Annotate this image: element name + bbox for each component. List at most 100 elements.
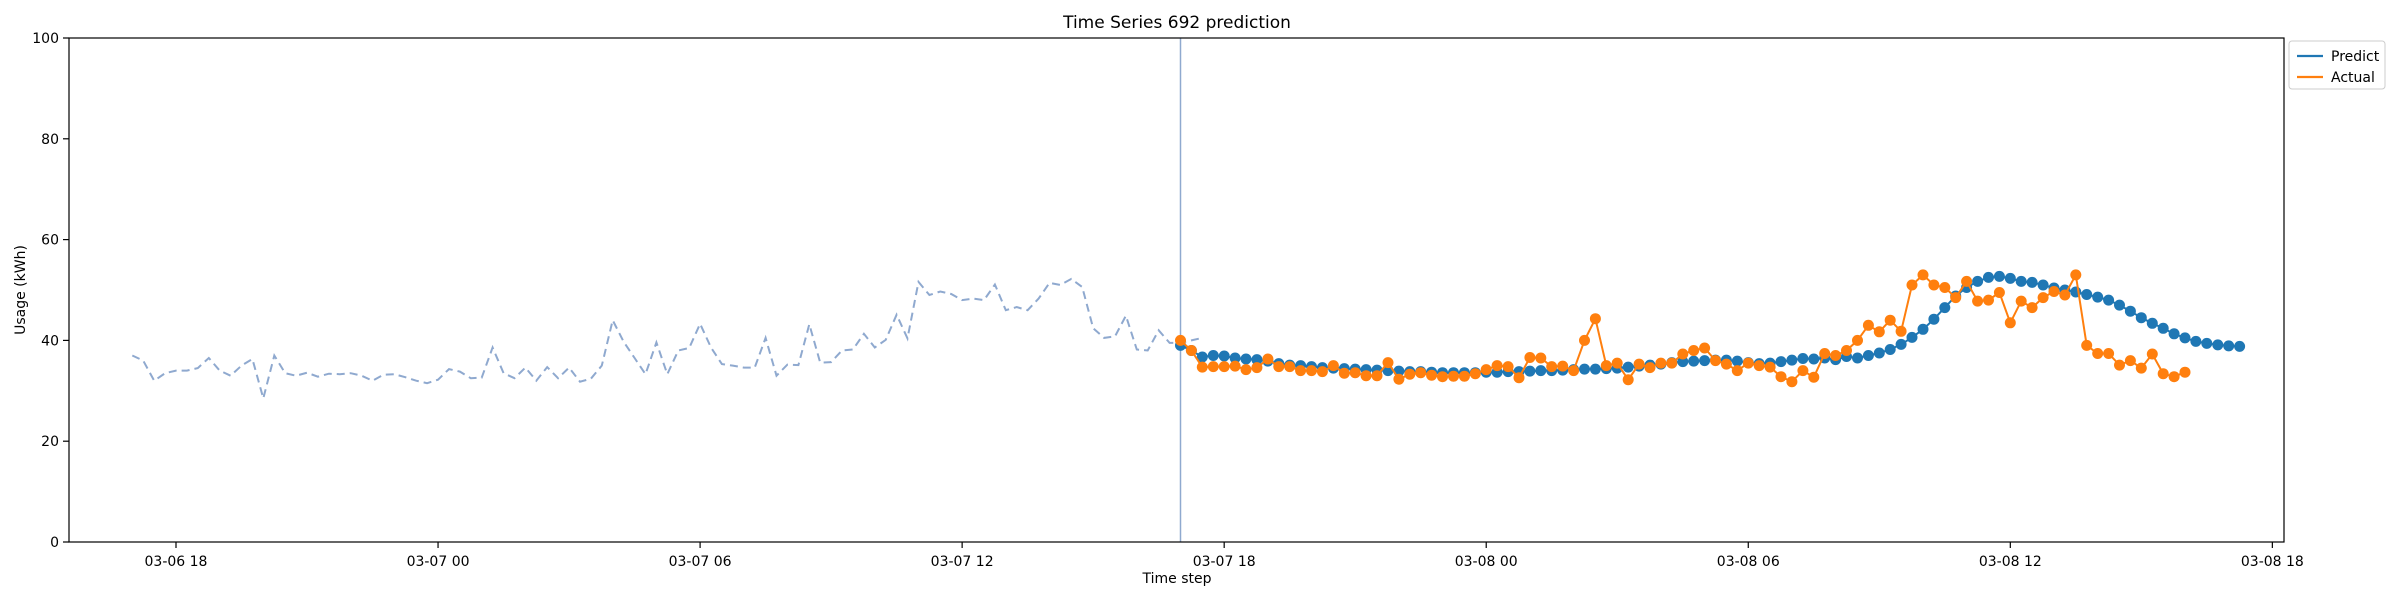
predict-point xyxy=(2114,299,2125,311)
plot-frame xyxy=(68,37,2285,543)
predict-point xyxy=(1229,352,1241,364)
predict-point xyxy=(1677,356,1689,368)
actual-point xyxy=(2026,302,2038,314)
predict-point xyxy=(1524,365,1536,377)
actual-point xyxy=(1349,367,1361,379)
predict-point xyxy=(1699,355,1711,367)
actual-point xyxy=(1513,372,1525,384)
predict-point xyxy=(1251,354,1263,366)
actual-point xyxy=(1775,371,1787,383)
predict-point xyxy=(1972,275,1984,287)
actual-point xyxy=(1655,357,1667,369)
plot-area: 0 20 40 60 80 100 03-06 18 03-07 00 03-07 06 03-0… xyxy=(32,31,2304,570)
predict-point xyxy=(1873,347,1885,359)
predict-point xyxy=(1906,331,1918,343)
actual-point xyxy=(2179,366,2191,378)
predict-point xyxy=(2179,332,2191,344)
predict-point xyxy=(1808,353,1820,365)
predict-point xyxy=(2168,328,2180,340)
actual-point xyxy=(1448,370,1459,382)
actual-point xyxy=(1677,348,1689,360)
actual-point xyxy=(1568,365,1580,377)
predict-point xyxy=(2026,276,2038,288)
predict-point xyxy=(2223,340,2235,352)
actual-point xyxy=(2070,269,2082,281)
actual-point xyxy=(1906,279,1918,291)
predict-point xyxy=(2037,279,2049,291)
actual-point xyxy=(1841,345,1852,356)
actual-point xyxy=(1808,371,1820,383)
actual-point xyxy=(1797,365,1809,377)
predict-point xyxy=(2234,340,2246,352)
actual-point xyxy=(1262,353,1274,365)
actual-point xyxy=(1764,361,1776,373)
predict-point xyxy=(2081,289,2093,300)
predict-point xyxy=(1852,352,1863,364)
predict-point xyxy=(1862,350,1874,361)
legend: Predict Actual xyxy=(2288,40,2386,90)
predict-point xyxy=(1775,356,1787,368)
predict-point xyxy=(1917,323,1929,335)
predict-point xyxy=(1797,353,1809,364)
predict-point xyxy=(1688,355,1700,367)
x-tick-label: 03-06 18 xyxy=(145,554,208,570)
actual-point xyxy=(1644,362,1656,374)
predict-point xyxy=(2201,337,2213,349)
y-tick-label: 100 xyxy=(32,31,59,47)
legend-label-actual: Actual xyxy=(2331,70,2375,86)
actual-point xyxy=(1731,365,1743,377)
actual-point xyxy=(1218,361,1230,373)
x-tick-label: 03-07 06 xyxy=(669,554,732,570)
actual-point xyxy=(1884,314,1896,326)
y-axis-label: Usage (kWh) xyxy=(13,245,29,335)
actual-point xyxy=(1786,376,1798,388)
actual-point xyxy=(1589,313,1601,325)
actual-point xyxy=(1229,360,1241,372)
predict-point xyxy=(1240,353,1252,365)
predict-point xyxy=(1589,363,1601,375)
actual-point xyxy=(1316,366,1328,378)
x-tick-label: 03-07 18 xyxy=(1193,554,1256,570)
actual-point xyxy=(2146,348,2158,360)
actual-point xyxy=(1426,369,1438,381)
chart-title: Time Series 692 prediction xyxy=(1062,13,1291,33)
x-tick-label: 03-08 00 xyxy=(1455,554,1518,570)
actual-point xyxy=(1295,365,1307,377)
y-tick-label: 20 xyxy=(41,434,59,450)
predict-point xyxy=(1535,365,1547,377)
predict-point xyxy=(1993,270,2005,282)
actual-point xyxy=(1720,358,1732,370)
predict-point xyxy=(2103,294,2115,306)
predict-point xyxy=(2135,312,2147,324)
actual-point xyxy=(1939,282,1951,293)
y-tick-label: 80 xyxy=(41,132,59,148)
predict-point xyxy=(2190,335,2202,347)
actual-point xyxy=(2081,339,2093,351)
actual-point xyxy=(1611,357,1623,369)
actual-point xyxy=(1873,326,1885,338)
actual-point xyxy=(1469,368,1481,380)
actual-point xyxy=(1753,360,1765,372)
predict-point xyxy=(1884,344,1896,355)
actual-point xyxy=(1338,367,1350,379)
predict-point xyxy=(1579,363,1590,375)
y-tick-label: 40 xyxy=(41,333,59,349)
predict-point xyxy=(1622,361,1634,373)
actual-point xyxy=(1579,334,1590,346)
actual-point xyxy=(1993,287,2005,298)
actual-point xyxy=(1491,360,1503,372)
actual-point xyxy=(1415,367,1427,379)
actual-point xyxy=(2015,295,2027,307)
actual-point xyxy=(1862,319,1874,331)
actual-point xyxy=(1524,352,1536,363)
predict-point xyxy=(2212,339,2224,351)
x-tick-label: 03-08 12 xyxy=(1979,554,2042,570)
predict-point xyxy=(2157,322,2169,334)
actual-point xyxy=(1360,370,1372,382)
actual-point xyxy=(1382,357,1394,369)
actual-point xyxy=(1961,275,1973,287)
predict-point xyxy=(1218,350,1230,362)
actual-point xyxy=(1852,334,1863,346)
x-tick-label: 03-08 06 xyxy=(1717,554,1780,570)
actual-point xyxy=(1600,360,1612,372)
